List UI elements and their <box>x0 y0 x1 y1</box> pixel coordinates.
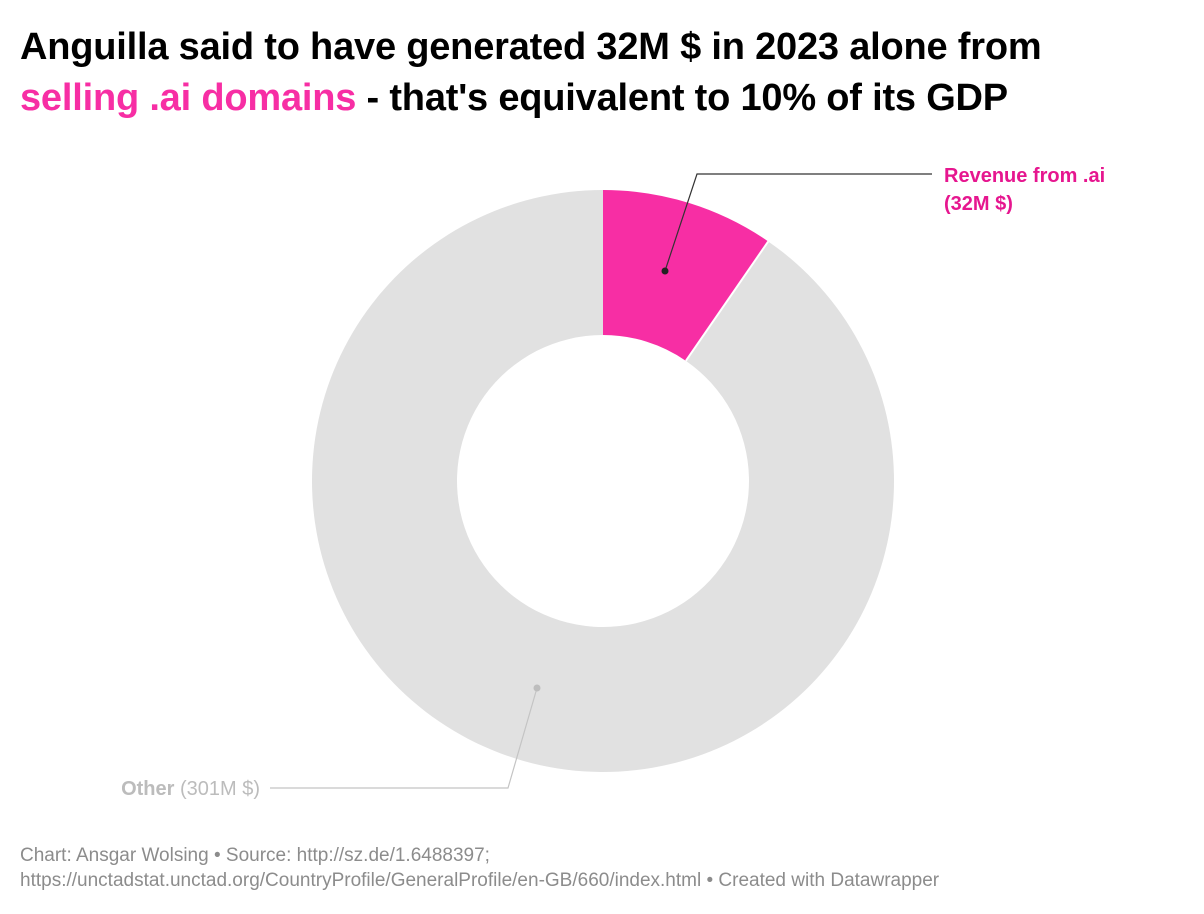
slice-other <box>312 190 895 772</box>
leader-dot-revenue <box>661 267 669 275</box>
label-other: Other (301M $) <box>121 778 260 800</box>
leader-line-revenue <box>664 173 932 272</box>
slice-revenue-ai <box>603 190 769 361</box>
chart-footer: Chart: Ansgar Wolsing • Source: http://s… <box>20 843 1190 893</box>
title-text-part2: - that's equivalent to 10% of its GDP <box>356 77 1009 119</box>
title-highlight: selling .ai domains <box>20 77 357 119</box>
chart-title: Anguilla said to have generated 32M $ in… <box>20 22 1190 124</box>
leader-dot-other <box>533 684 541 692</box>
label-revenue-name: Revenue from .ai <box>944 165 1105 187</box>
label-other-name: Other <box>121 778 175 800</box>
title-text-part1: Anguilla said to have generated 32M $ in… <box>20 26 1042 68</box>
footer-source-line: https://unctadstat.unctad.org/CountryPro… <box>20 870 940 891</box>
slice-separator <box>685 240 770 362</box>
label-revenue-value: (32M $) <box>944 193 1013 215</box>
footer-credit-line: Chart: Ansgar Wolsing • Source: http://s… <box>20 845 490 866</box>
leader-line-other <box>270 687 538 789</box>
label-other-value: (301M $) <box>174 778 260 800</box>
